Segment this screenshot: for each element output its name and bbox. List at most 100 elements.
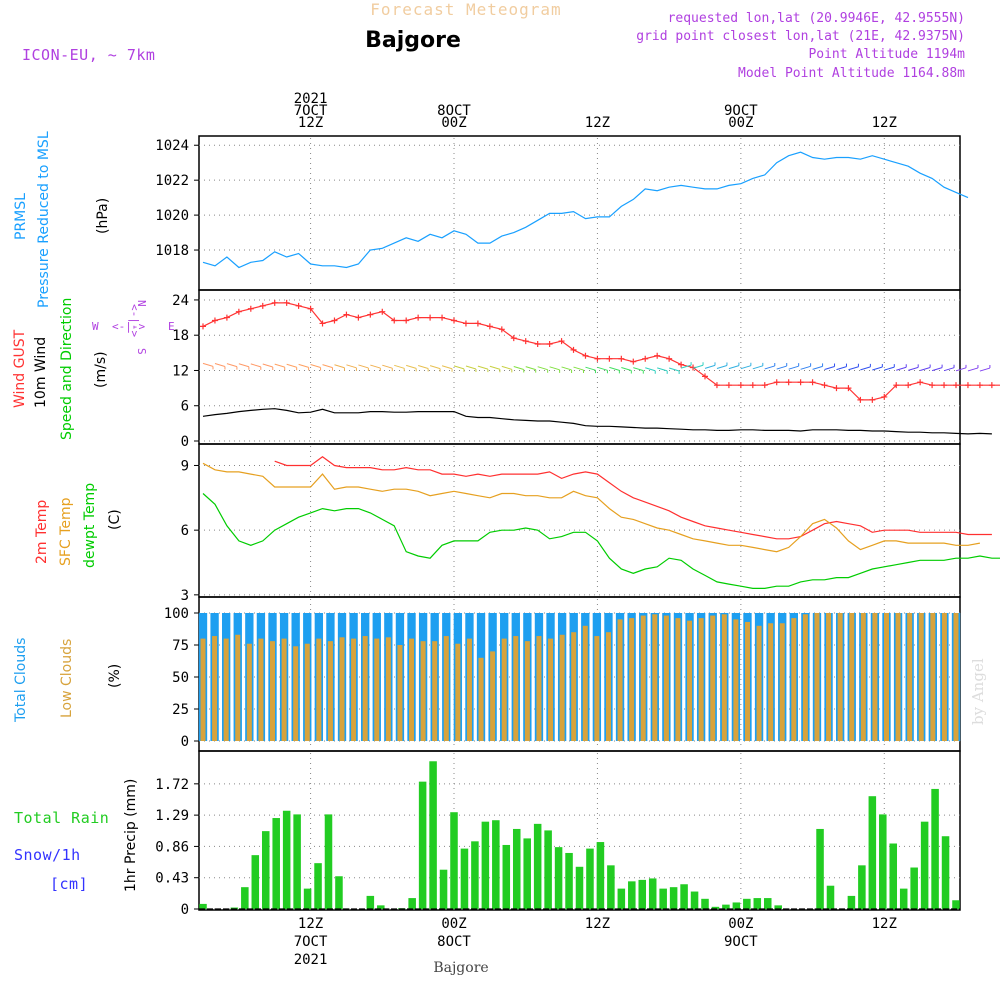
bar-total-rain [251,855,260,909]
label-low-clouds: Low Clouds [59,639,75,718]
gust-point [630,358,637,365]
bar-low-clouds [675,618,681,741]
bottom-time-label: 00Z [728,916,753,932]
series-line-10m-wind [202,408,992,435]
bar-total-rain [282,810,291,909]
bar-low-clouds [791,618,797,741]
top-time-label: 00Z [728,115,753,131]
compass-e: E [168,320,175,333]
bottom-time-label: 12Z [298,916,323,932]
bar-low-clouds [582,625,588,741]
y-tick-label-clouds: 25 [172,702,189,718]
wind-barb [908,364,919,371]
bar-total-rain [910,867,918,909]
bar-low-clouds [374,638,380,741]
gust-point [534,341,541,348]
bar-low-clouds [721,614,727,741]
bar-low-clouds [246,643,252,741]
wind-barb [704,362,716,369]
wind-barb [955,364,967,372]
bar-total-rain [858,865,866,909]
gust-point [403,317,410,324]
bar-total-rain [941,836,950,909]
wind-barb [262,363,274,371]
gust-point [797,379,804,386]
gust-point [283,299,290,306]
top-time-label: 9OCT [724,103,758,119]
bar-low-clouds [756,625,762,741]
wind-barb [621,367,632,374]
compass-arrow-h: <-|-> [112,320,145,333]
bar-total-rain [335,876,343,909]
top-time-label: 8OCT [437,103,471,119]
bottom-time-label: 00Z [441,916,466,932]
gust-point [379,308,386,315]
bar-low-clouds [559,634,565,741]
wind-barb [872,363,883,371]
bar-low-clouds [362,636,368,741]
bar-total-rain [261,831,270,909]
bar-low-clouds [733,619,739,741]
header-point-altitude: Point Altitude 1194m [808,47,965,62]
bar-low-clouds [652,614,658,741]
y-tick-label-wind: 6 [181,399,189,415]
wind-barb [585,366,596,374]
bar-low-clouds [768,623,774,741]
gust-point [235,308,242,315]
gust-point [415,314,422,321]
wind-barb [967,364,979,372]
header-model-altitude: Model Point Altitude 1164.88m [738,66,965,81]
wind-barb [812,363,824,370]
bar-total-rain [565,852,573,909]
gust-point [295,302,302,309]
bar-total-rain [199,903,207,909]
label-c: (C) [107,509,123,530]
bar-low-clouds [698,618,704,741]
gust-point [522,338,529,345]
plot-layer: 20217OCT12Z8OCT00Z12Z9OCT00Z12Z10OCT00Z1… [155,91,1000,968]
bar-total-rain [952,900,960,909]
bar-total-rain [763,898,772,909]
gust-point [486,323,493,330]
wind-barb [501,365,513,373]
y-tick-label-precip: 0 [181,902,189,918]
series-line-2m-temp [274,456,992,540]
header-grid-point: grid point closest lon,lat (21E, 42.9375… [636,29,965,44]
bar-total-rain [533,823,542,909]
y-tick-label-pressure: 1020 [155,208,189,224]
gust-point [462,320,469,327]
gust-point [761,382,768,389]
series-line-wind-gust [202,302,1000,401]
label-sfc-temp: SFC Temp [58,497,74,566]
bar-total-rain [314,863,322,909]
wind-barb [764,362,776,370]
y-tick-label-pressure: 1024 [155,138,189,154]
bar-low-clouds [953,613,959,741]
gust-point [474,320,481,327]
gust-point [666,355,673,362]
wind-barb [800,363,812,370]
wind-barb [274,363,286,371]
bar-total-rain [648,878,657,909]
bar-total-rain [471,841,479,909]
gust-point [917,379,924,386]
gust-point [678,361,685,368]
bar-low-clouds [907,613,913,741]
gust-point [893,382,900,389]
header-app-title: Forecast Meteogram [370,0,561,19]
y-tick-label-precip: 0.43 [155,871,189,887]
gust-point [809,379,816,386]
top-time-label: 7OCT [294,103,328,119]
wind-barb [657,367,668,374]
y-tick-label-temp: 3 [181,588,189,604]
bottom-time-label: 8OCT [437,934,471,950]
wind-barb [394,364,405,372]
gust-point [558,338,565,345]
wind-barb [202,362,214,370]
bar-low-clouds [860,613,866,741]
gust-point [845,385,852,392]
wind-barb [417,365,429,372]
wind-barb [226,363,238,370]
top-time-label: 00Z [441,115,466,131]
